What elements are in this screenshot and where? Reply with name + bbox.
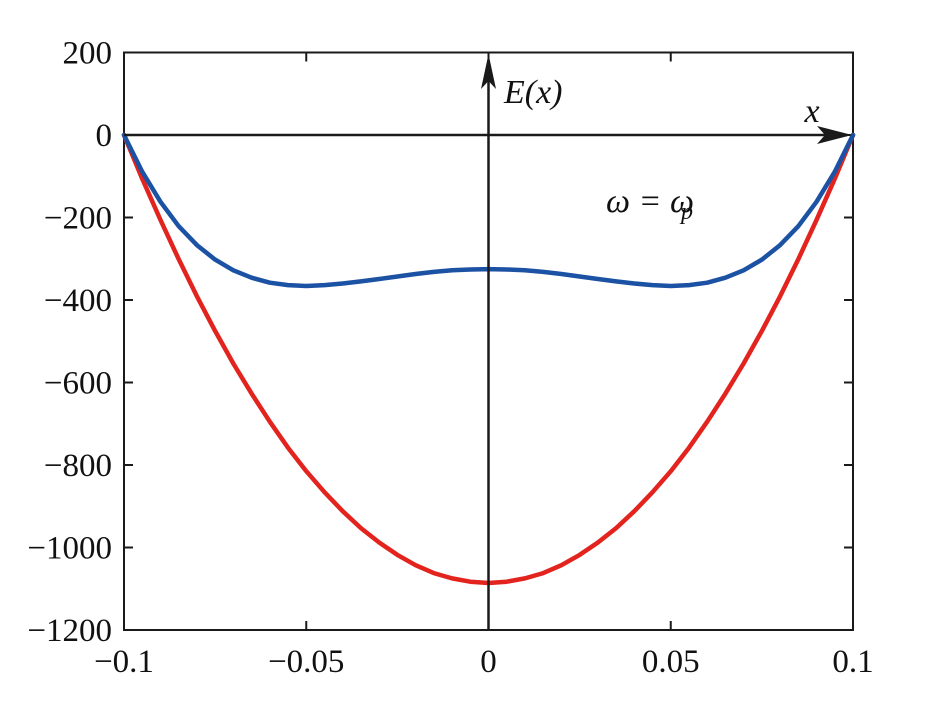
x-tick-label: 0.05 xyxy=(642,644,700,680)
annotation-omega: ω = ω xyxy=(606,183,694,220)
y-tick-label: −800 xyxy=(44,448,112,484)
x-tick-label: −0.05 xyxy=(268,644,344,680)
x-axis-arrowhead xyxy=(817,126,852,144)
x-tick-label: −0.1 xyxy=(94,644,154,680)
y-tick-label: −400 xyxy=(44,283,112,319)
y-axis-label: E(x) xyxy=(503,74,563,111)
y-tick-label: −600 xyxy=(44,366,112,402)
tick-labels: −0.1 −0.05 0 0.05 0.1 200 0 −200 −400 −600 −800 −10… xyxy=(27,36,873,681)
x-tick-label: 0 xyxy=(480,644,497,680)
x-axis-label: x xyxy=(803,93,819,130)
y-tick-label: −1200 xyxy=(27,613,112,649)
y-tick-label: −1000 xyxy=(27,531,112,567)
y-axis-arrowhead xyxy=(481,54,496,89)
annotation-omega-subscript: p xyxy=(679,199,693,225)
y-tick-label: −200 xyxy=(44,201,112,237)
x-tick-label: 0.1 xyxy=(832,644,873,680)
y-tick-label: 0 xyxy=(96,118,113,154)
y-tick-label: 200 xyxy=(63,36,113,72)
